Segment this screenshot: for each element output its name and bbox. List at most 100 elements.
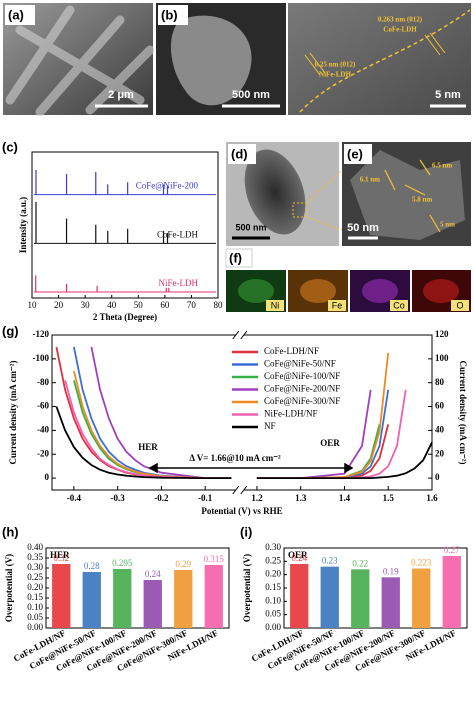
element-label: Ni	[271, 300, 280, 310]
plot-frame	[31, 151, 219, 299]
zoom-box	[292, 202, 308, 218]
legend-label: CoFe@NiFe-50/NF	[264, 359, 336, 369]
x-tick-label: -0.1	[198, 493, 213, 503]
annotation: 6.1 nm	[360, 176, 380, 184]
x-tick-label: 30	[81, 300, 91, 310]
label-box	[228, 144, 256, 164]
x-tick-label: 80	[214, 300, 224, 310]
y-tick-label: 0.30	[27, 562, 43, 572]
y-tick-label: 0.25	[27, 572, 43, 582]
y-tick-label: 0.35	[27, 552, 43, 562]
y-axis-label: Current density (mA cm⁻²)	[8, 360, 18, 464]
panel-label: (e)	[347, 146, 363, 161]
x-tick-label: 1.6	[426, 493, 438, 503]
panel-label: (i)	[240, 524, 252, 539]
annotation: 5.8 nm	[412, 196, 432, 204]
series-label: CoFe@NiFe-200	[136, 181, 199, 191]
bar	[290, 564, 309, 628]
x-axis-label: Potential (V) vs RHE	[201, 506, 282, 516]
annotation: 0.263 nm (012)	[378, 16, 423, 24]
y-axis-label: Intensity (a.u.)	[18, 197, 28, 253]
eds-signal	[300, 279, 336, 303]
y-tick-label: -60	[37, 401, 49, 411]
panel-label: (b)	[161, 7, 178, 22]
y2-tick-label: 60	[435, 401, 445, 411]
element-tag	[266, 300, 284, 311]
bar	[204, 565, 223, 628]
eds-signal	[238, 279, 274, 303]
y-tick-label: -40	[37, 424, 49, 434]
lsv-curve	[73, 380, 232, 479]
x-axis-label: 2 Theta (Degree)	[93, 312, 157, 322]
y-tick-label: 0.05	[27, 612, 43, 622]
inner-label: HER	[50, 550, 70, 560]
value-label: 0.315	[204, 554, 225, 564]
bar	[143, 580, 162, 628]
annotation: NiFe-LDH	[319, 71, 351, 79]
value-label: 0.19	[383, 566, 399, 576]
annotation: 6.5 nm	[432, 162, 452, 170]
y-axis-label: Overpotential (V)	[4, 554, 14, 622]
y2-tick-label: 0	[435, 472, 440, 482]
bar	[174, 570, 193, 628]
lsv-curve	[55, 406, 232, 479]
scale-label: 500 nm	[232, 89, 270, 101]
panel-label: (c)	[2, 139, 18, 154]
panel-label: (a)	[8, 7, 24, 22]
y-tick-label: 0	[45, 472, 50, 482]
y-tick-label: 0.30	[265, 542, 281, 552]
y-tick-label: 0.00	[265, 622, 281, 632]
x-tick-label: 1.3	[295, 493, 307, 503]
y-tick-label: 0.05	[265, 609, 281, 619]
y-tick-label: 0.10	[265, 595, 281, 605]
annotation: 0.25 nm (012)	[315, 61, 356, 69]
element-tag	[451, 300, 469, 311]
y2-tick-label: 120	[435, 329, 449, 339]
lsv-curve	[256, 441, 433, 479]
thickness-marks	[384, 159, 441, 233]
zoom-line	[306, 169, 343, 204]
eds-signal	[423, 279, 459, 303]
label-box	[158, 5, 188, 25]
annotation: OER	[320, 438, 340, 448]
annotation: CoFe-LDH	[383, 26, 417, 34]
value-label: 0.32	[53, 553, 69, 563]
scale-label: 50 nm	[347, 222, 379, 234]
x-tick-label: 20	[54, 300, 64, 310]
value-label: 0.22	[352, 558, 368, 568]
value-label: 0.29	[175, 559, 191, 569]
y2-tick-label: 20	[435, 448, 445, 458]
panel-label: (d)	[231, 146, 248, 161]
bar	[351, 569, 370, 628]
y-tick-label: 0.00	[27, 622, 43, 632]
label-box	[344, 144, 372, 164]
annotation: Δ V= 1.66@10 mA cm⁻²	[189, 453, 281, 463]
value-label: 0.24	[291, 553, 307, 563]
legend-label: CoFe@NiFe-200/NF	[264, 384, 340, 394]
bar	[82, 572, 101, 628]
y-tick-label: 0.20	[265, 569, 281, 579]
y-tick-label: 0.20	[27, 582, 43, 592]
element-tag	[390, 300, 408, 311]
plot-frame	[45, 547, 230, 629]
y-tick-label: -120	[33, 329, 50, 339]
y2-axis-label: Current density (mA cm⁻²)	[458, 360, 468, 464]
y-tick-label: -80	[37, 377, 49, 387]
scale-label: 5 nm	[435, 89, 461, 101]
tem-texture	[350, 150, 465, 240]
annotation: 5 nm	[440, 221, 455, 229]
x-tick-label: 40	[107, 300, 117, 310]
lsv-curve	[256, 424, 381, 479]
x-tick-label: 70	[187, 300, 197, 310]
y-tick-label: 0.40	[27, 542, 43, 552]
inner-label: OER	[288, 550, 308, 560]
y2-tick-label: 40	[435, 424, 445, 434]
bar	[320, 566, 339, 628]
y-tick-label: -100	[33, 353, 50, 363]
value-label: 0.28	[84, 561, 100, 571]
y2-tick-label: 80	[435, 377, 445, 387]
panel-label: (f)	[229, 250, 242, 265]
y-tick-label: 0.25	[265, 555, 281, 565]
y2-tick-label: 100	[435, 353, 449, 363]
